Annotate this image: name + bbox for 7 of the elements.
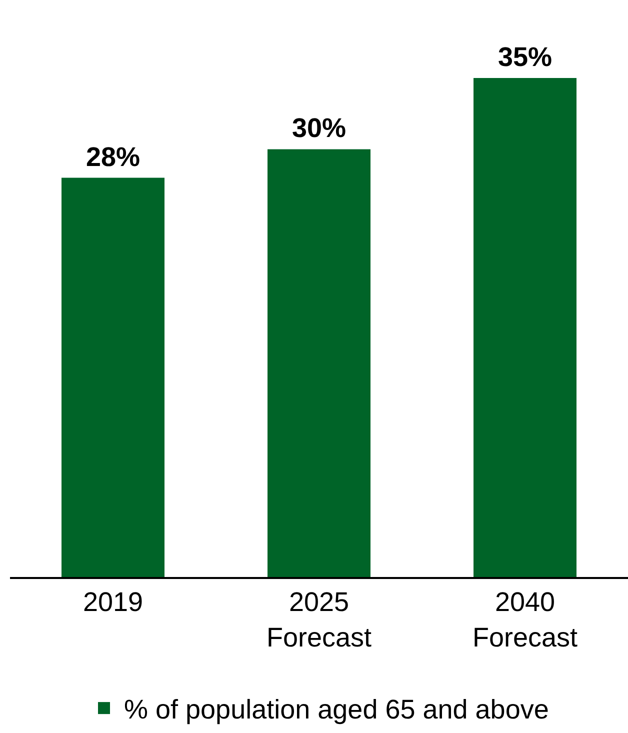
x-tick-label: 2025 Forecast (266, 587, 372, 652)
data-label: 35% (498, 42, 552, 72)
data-label: 30% (292, 113, 346, 143)
legend-label: % of population aged 65 and above (124, 694, 549, 725)
data-label: 28% (86, 142, 140, 172)
x-tick-label: 2040 Forecast (472, 587, 578, 652)
x-tick-label: 2019 (82, 587, 144, 618)
